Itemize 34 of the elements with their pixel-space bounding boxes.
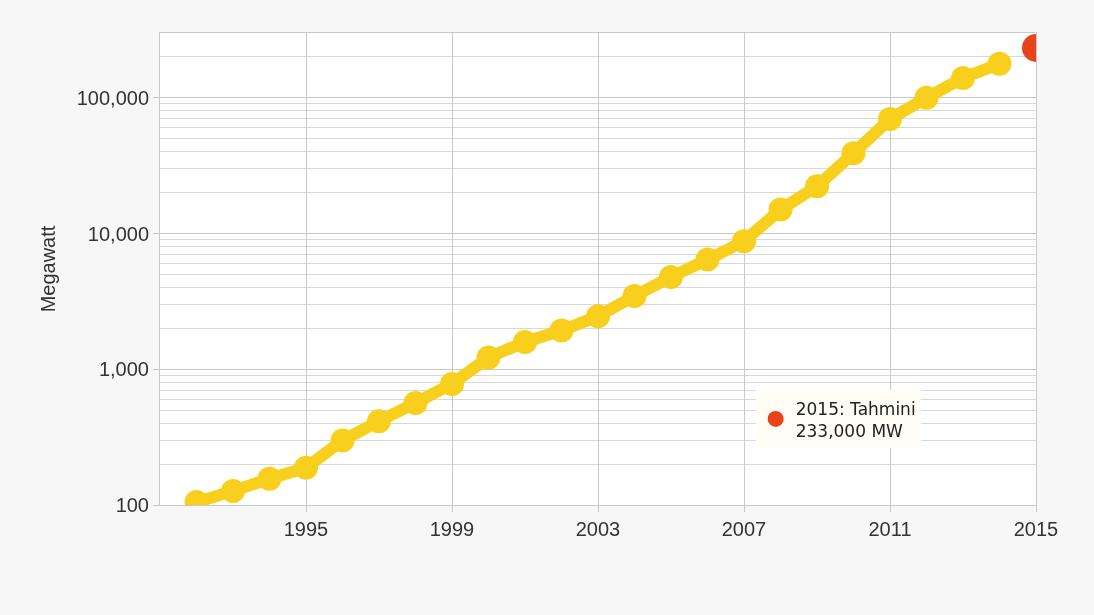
point bbox=[732, 229, 756, 254]
point bbox=[549, 318, 574, 343]
point bbox=[951, 65, 975, 90]
point bbox=[513, 329, 537, 354]
point bbox=[367, 409, 391, 434]
point bbox=[841, 141, 866, 166]
point bbox=[440, 371, 464, 396]
y-axis-title: Megawatt bbox=[37, 225, 60, 313]
y-tick-label: 100 bbox=[115, 494, 149, 516]
point bbox=[403, 390, 428, 415]
point bbox=[805, 174, 829, 199]
point bbox=[987, 51, 1012, 76]
x-tick-label: 1999 bbox=[429, 518, 475, 540]
point bbox=[695, 247, 720, 272]
point bbox=[768, 197, 793, 222]
point bbox=[294, 455, 318, 480]
point bbox=[476, 345, 501, 370]
y-tick-label: 1,000 bbox=[98, 358, 149, 381]
x-tick-label: 2015 bbox=[1013, 518, 1059, 540]
point bbox=[586, 304, 610, 329]
point bbox=[221, 478, 245, 503]
point bbox=[330, 428, 355, 453]
point bbox=[914, 85, 939, 110]
point bbox=[878, 106, 902, 131]
y-tick-label: 10,000 bbox=[87, 222, 149, 245]
point bbox=[257, 466, 282, 491]
y-tick-label: 100,000 bbox=[76, 86, 149, 109]
x-tick-label: 2007 bbox=[721, 518, 767, 540]
legend-label: 2015: Tahmini 233,000 MW bbox=[795, 398, 916, 441]
x-tick-label: 2011 bbox=[868, 518, 912, 540]
x-tick-label: 2003 bbox=[575, 518, 621, 540]
point bbox=[659, 264, 683, 289]
point bbox=[622, 283, 647, 308]
x-tick-label: 1995 bbox=[283, 518, 329, 540]
